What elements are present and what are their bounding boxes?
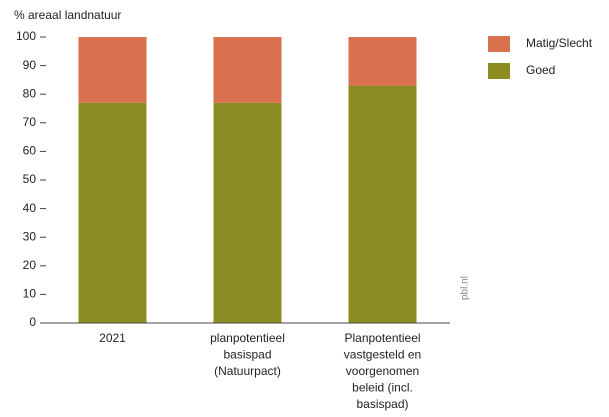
legend-label: Matig/Slecht <box>526 36 593 50</box>
source: pbl.nl <box>460 276 471 300</box>
bar-segment <box>213 37 282 103</box>
y-tick-label: 0 <box>29 315 36 329</box>
bar-segment <box>78 102 147 323</box>
x-tick-label: planpotentieel <box>210 331 285 345</box>
y-tick-label: 30 <box>23 229 37 243</box>
bar-segment <box>213 102 282 323</box>
bar-segment <box>78 37 147 103</box>
y-tick-label: 70 <box>23 115 37 129</box>
x-tick-label: basispad) <box>356 397 408 411</box>
x-tick-label: (Natuurpact) <box>214 364 281 378</box>
x-tick-label: voorgenomen <box>346 364 419 378</box>
y-tick-label: 80 <box>23 86 37 100</box>
legend-swatch <box>488 63 510 79</box>
y-tick-label: 20 <box>23 258 37 272</box>
legend-label: Goed <box>526 63 555 77</box>
x-tick-label: 2021 <box>99 331 126 345</box>
x-tick-label: vastgesteld en <box>344 348 421 362</box>
y-tick-label: 100 <box>16 29 36 43</box>
y-tick-label: 90 <box>23 58 37 72</box>
y-tick-label: 10 <box>23 287 37 301</box>
bar-segment <box>348 85 417 324</box>
legend-swatch <box>488 36 510 52</box>
x-tick-label: basispad <box>223 348 271 362</box>
y-tick-label: 40 <box>23 201 37 215</box>
y-axis-label: % areaal landnatuur <box>14 8 121 22</box>
x-tick-label: beleid (incl. <box>352 381 413 395</box>
y-tick-label: 60 <box>23 144 37 158</box>
x-tick-label: Planpotentieel <box>344 331 420 345</box>
y-tick-label: 50 <box>23 172 37 186</box>
bar-segment <box>348 37 417 86</box>
